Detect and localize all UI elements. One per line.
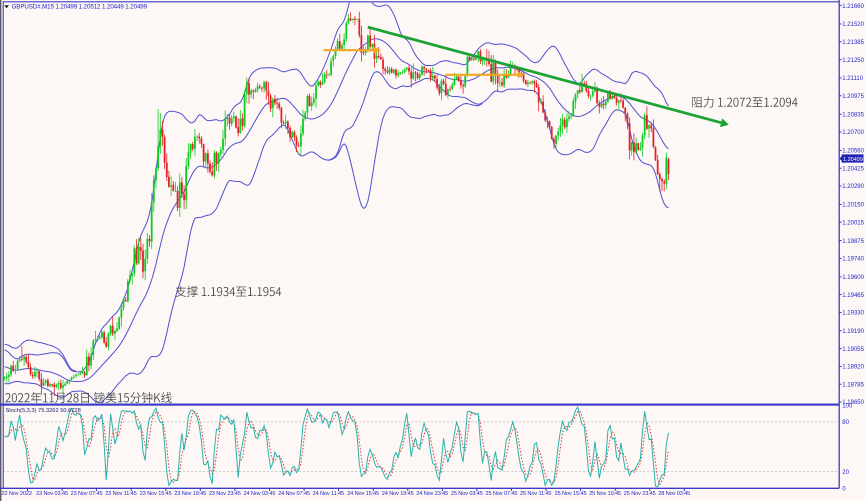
svg-text:20: 20: [842, 470, 849, 476]
svg-text:1.19055: 1.19055: [842, 347, 864, 353]
svg-text:1.20499: 1.20499: [843, 157, 863, 163]
svg-text:Stoch(5,3,3) 75.3262 50.6728: Stoch(5,3,3) 75.3262 50.6728: [6, 408, 81, 414]
svg-text:1.19600: 1.19600: [842, 275, 864, 281]
svg-text:0: 0: [842, 486, 846, 492]
svg-text:23 Nov 03:45: 23 Nov 03:45: [36, 491, 68, 497]
svg-text:24 Nov 07:45: 24 Nov 07:45: [278, 491, 310, 497]
svg-text:1.20700: 1.20700: [842, 130, 864, 136]
svg-text:1.20015: 1.20015: [842, 220, 864, 226]
svg-text:25 Nov 19:45: 25 Nov 19:45: [589, 491, 621, 497]
svg-text:24 Nov 11:45: 24 Nov 11:45: [313, 491, 344, 497]
svg-text:1.18650: 1.18650: [842, 400, 864, 406]
svg-text:24 Nov 19:45: 24 Nov 19:45: [382, 491, 414, 497]
svg-text:24 Nov 15:45: 24 Nov 15:45: [347, 491, 379, 497]
svg-text:80: 80: [842, 420, 849, 426]
svg-text:1.19465: 1.19465: [842, 293, 864, 299]
svg-text:28 Nov 03:45: 28 Nov 03:45: [658, 491, 690, 497]
svg-text:25 Nov 11:45: 25 Nov 11:45: [520, 491, 551, 497]
svg-text:23 Nov 19:45: 23 Nov 19:45: [174, 491, 206, 497]
svg-text:GBPUSD#,M15 1.20499 1.20512 1: GBPUSD#,M15 1.20499 1.20512 1.20449 1.20…: [12, 4, 148, 11]
svg-text:1.20835: 1.20835: [842, 113, 864, 119]
svg-text:1.20150: 1.20150: [842, 203, 864, 209]
svg-text:23 Nov 15:45: 23 Nov 15:45: [140, 491, 172, 497]
svg-text:23 Nov 23:45: 23 Nov 23:45: [209, 491, 241, 497]
svg-text:25 Nov 03:45: 25 Nov 03:45: [451, 491, 483, 497]
svg-text:1.19190: 1.19190: [842, 329, 864, 335]
svg-text:1.21110: 1.21110: [842, 76, 863, 82]
svg-text:22 Nov 2022: 22 Nov 2022: [2, 491, 32, 497]
svg-text:100: 100: [842, 403, 853, 409]
svg-text:1.21385: 1.21385: [842, 40, 864, 46]
svg-text:1.19740: 1.19740: [842, 257, 864, 263]
svg-text:25 Nov 15:45: 25 Nov 15:45: [555, 491, 587, 497]
svg-text:1.21520: 1.21520: [842, 22, 864, 28]
svg-text:23 Nov 11:45: 23 Nov 11:45: [105, 491, 136, 497]
svg-text:1.18920: 1.18920: [842, 365, 864, 371]
svg-text:1.19875: 1.19875: [842, 239, 864, 245]
svg-text:24 Nov 23:45: 24 Nov 23:45: [416, 491, 448, 497]
svg-text:25 Nov 23:45: 25 Nov 23:45: [624, 491, 656, 497]
svg-text:1.20425: 1.20425: [842, 166, 864, 172]
svg-text:23 Nov 07:45: 23 Nov 07:45: [71, 491, 103, 497]
svg-text:24 Nov 03:45: 24 Nov 03:45: [244, 491, 276, 497]
svg-text:1.20290: 1.20290: [842, 184, 864, 190]
svg-text:1.20560: 1.20560: [842, 149, 864, 155]
svg-text:1.21250: 1.21250: [842, 58, 864, 64]
svg-text:1.19330: 1.19330: [842, 311, 864, 317]
svg-text:1.20975: 1.20975: [842, 94, 864, 100]
svg-text:25 Nov 07:45: 25 Nov 07:45: [486, 491, 518, 497]
svg-text:1.21660: 1.21660: [842, 4, 864, 10]
svg-text:1.18785: 1.18785: [842, 382, 864, 388]
